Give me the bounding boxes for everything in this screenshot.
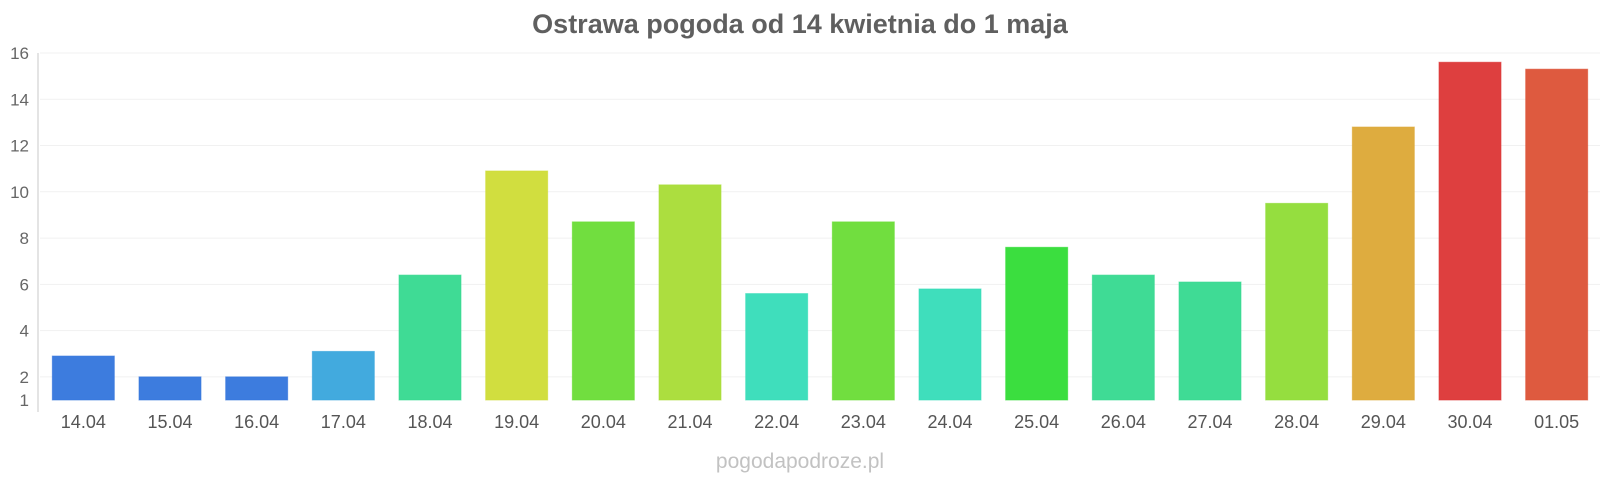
x-tick-label: 30.04	[1447, 412, 1492, 432]
bar-23-04	[831, 221, 895, 401]
x-tick-label: 16.04	[234, 412, 279, 432]
bar-19-04	[485, 170, 549, 401]
x-tick-label: 15.04	[147, 412, 192, 432]
y-tick-label: 8	[20, 229, 29, 248]
x-axis-ticks: 14.04 15.04 16.04 17.04 18.04 19.04 20.04 21.04…	[61, 412, 1579, 432]
y-tick-label: 4	[20, 322, 29, 341]
bar-24-04	[918, 288, 982, 401]
x-tick-label: 22.04	[754, 412, 799, 432]
grid-layer	[40, 52, 1600, 378]
y-tick-label: 6	[20, 275, 29, 294]
x-tick-label: 20.04	[581, 412, 626, 432]
y-tick-label: 12	[10, 137, 29, 156]
x-tick-label: 25.04	[1014, 412, 1059, 432]
watermark: pogodapodroze.pl	[716, 450, 884, 473]
bar-25-04	[1005, 246, 1069, 401]
bar-28-04	[1265, 202, 1329, 401]
bar-20-04	[571, 221, 635, 401]
bar-22-04	[745, 293, 809, 401]
x-tick-label: 26.04	[1101, 412, 1146, 432]
chart-title: Ostrawa pogoda od 14 kwietnia do 1 maja	[532, 9, 1069, 39]
bar-30-04	[1438, 61, 1502, 401]
x-tick-label: 18.04	[407, 412, 452, 432]
y-tick-label: 2	[20, 368, 29, 387]
bar-16-04	[225, 376, 289, 401]
bar-21-04	[658, 184, 722, 401]
y-tick-label: 10	[10, 183, 29, 202]
y-tick-label: 14	[10, 90, 29, 109]
y-tick-label: 16	[10, 44, 29, 63]
x-tick-label: 28.04	[1274, 412, 1319, 432]
x-tick-label: 29.04	[1361, 412, 1406, 432]
x-tick-label: 19.04	[494, 412, 539, 432]
bar-27-04	[1178, 281, 1242, 401]
bar-15-04	[138, 376, 202, 401]
bar-01-05	[1525, 68, 1589, 401]
x-tick-label: 01.05	[1534, 412, 1579, 432]
bar-18-04	[398, 274, 462, 401]
x-tick-label: 14.04	[61, 412, 106, 432]
x-tick-label: 23.04	[841, 412, 886, 432]
bar-26-04	[1091, 274, 1155, 401]
x-tick-label: 24.04	[927, 412, 972, 432]
x-tick-label: 27.04	[1187, 412, 1232, 432]
x-tick-label: 21.04	[667, 412, 712, 432]
bars	[51, 61, 1589, 401]
bar-29-04	[1351, 126, 1415, 401]
y-tick-label: 1	[20, 391, 29, 410]
bar-17-04	[311, 350, 375, 401]
bar-14-04	[51, 355, 115, 401]
x-tick-label: 17.04	[321, 412, 366, 432]
